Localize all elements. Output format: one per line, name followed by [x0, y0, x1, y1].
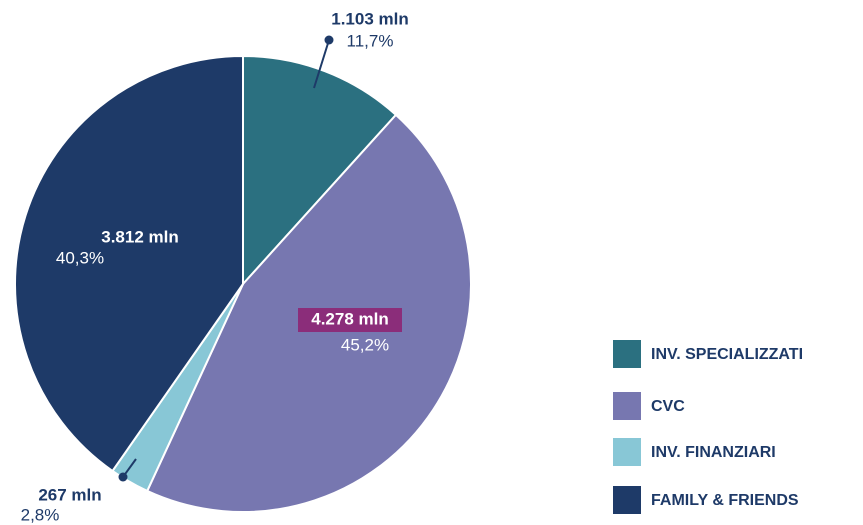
leader-dot: [118, 472, 128, 482]
pie-slice: [14, 54, 244, 473]
value-label: 45,2%: [341, 335, 389, 354]
amount-label: 3.812 mln: [101, 227, 179, 246]
label-highlight: [298, 308, 402, 332]
legend-swatch: [613, 486, 641, 514]
value-label: 40,3%: [56, 248, 104, 267]
amount-label: 267 mln: [38, 485, 101, 504]
legend-label: CVC: [651, 398, 685, 415]
legend-label: FAMILY & FRIENDS: [651, 492, 799, 509]
leader-dot: [324, 35, 334, 45]
legend-label: INV. FINANZIARI: [651, 444, 776, 461]
legend-swatch: [613, 438, 641, 466]
legend-label: INV. SPECIALIZZATI: [651, 346, 803, 363]
leader-line: [313, 39, 330, 89]
legend-swatch: [613, 392, 641, 420]
legend-swatch: [613, 340, 641, 368]
value-label: 2,8%: [21, 505, 60, 524]
pie-slice: [242, 54, 398, 287]
value-label: 11,7%: [347, 31, 394, 50]
amount-label: 4.278 mln: [311, 309, 389, 328]
amount-label: 1.103 mln: [331, 9, 409, 28]
